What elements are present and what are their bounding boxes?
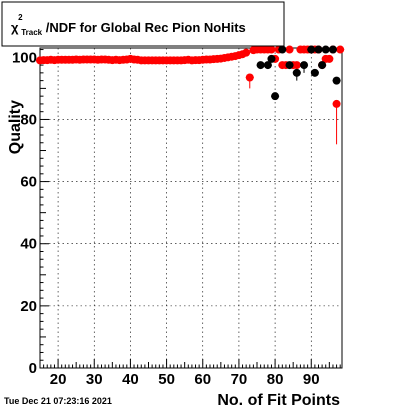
data-point	[332, 76, 341, 85]
plot-frame	[39, 47, 343, 369]
data-points	[36, 45, 345, 145]
y-tick-label: 0	[29, 360, 37, 377]
data-point	[267, 54, 276, 63]
data-point	[325, 54, 334, 63]
series-black	[256, 45, 341, 101]
data-point	[285, 61, 294, 70]
x-tick-label: 50	[158, 371, 175, 388]
data-point	[328, 45, 337, 54]
x-tick-label: 70	[231, 371, 248, 388]
data-point	[332, 99, 341, 108]
data-point	[245, 73, 254, 82]
x-tick-label: 80	[267, 371, 284, 388]
x-tick-label: 30	[86, 371, 103, 388]
data-point	[300, 61, 309, 70]
title-subscript: Track	[21, 28, 42, 37]
data-point	[242, 48, 251, 57]
data-point	[278, 45, 287, 54]
x-tick-label: 20	[50, 371, 67, 388]
tick-labels: 20 30 40 50 60 70 80 90 0 20 40 60 80 100	[12, 49, 320, 388]
data-point	[267, 45, 276, 54]
y-axis-title: Quality	[7, 100, 24, 154]
title-box	[1, 1, 285, 47]
data-point	[318, 61, 327, 70]
grid-lines	[40, 48, 342, 369]
y-tick-label: 80	[20, 111, 37, 128]
data-point	[310, 68, 319, 77]
axis-ticks	[39, 49, 341, 369]
title-rest: /NDF for Global Rec Pion NoHits	[46, 20, 246, 35]
data-point	[285, 45, 294, 54]
data-point	[292, 61, 301, 70]
data-point	[336, 45, 345, 54]
data-point	[292, 68, 301, 77]
series-red	[36, 45, 345, 145]
data-point	[321, 45, 330, 54]
data-point	[256, 61, 265, 70]
y-tick-label: 40	[20, 236, 37, 253]
x-tick-label: 40	[122, 371, 139, 388]
y-tick-label: 100	[12, 49, 37, 66]
chart-title: χ 2 Track /NDF for Global Rec Pion NoHit…	[11, 8, 246, 38]
data-point	[263, 61, 272, 70]
y-tick-label: 60	[20, 174, 37, 191]
y-tick-label: 20	[20, 298, 37, 315]
x-tick-label: 90	[303, 371, 320, 388]
timestamp: Tue Dec 21 07:23:16 2021	[4, 396, 112, 406]
x-tick-label: 60	[194, 371, 211, 388]
title-symbol: χ	[11, 20, 19, 35]
data-point	[314, 45, 323, 54]
data-point	[307, 45, 316, 54]
data-point	[271, 92, 280, 101]
title-superscript: 2	[18, 13, 23, 22]
x-axis-title: No. of Fit Points	[217, 392, 340, 409]
